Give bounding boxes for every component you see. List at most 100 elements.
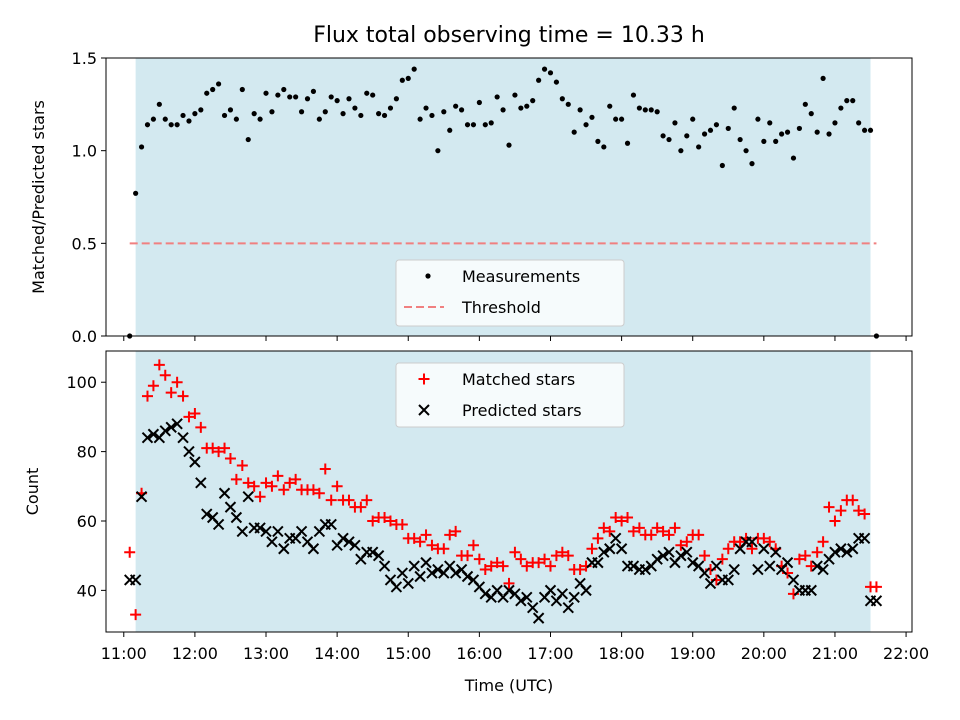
matched-star-marker [604, 525, 616, 537]
predicted-star-marker [544, 584, 557, 597]
predicted-star-marker [604, 543, 616, 555]
measurement-point [619, 116, 625, 122]
bottom-x-tick-label: 21:00 [812, 644, 858, 663]
matched-star-marker [242, 477, 254, 489]
matched-star-marker [165, 387, 177, 399]
matched-star-marker [598, 522, 610, 534]
predicted-star-marker [272, 525, 284, 538]
chart-title: Flux total observing time = 10.33 h [313, 23, 705, 48]
measurement-point [458, 107, 465, 113]
predicted-star-marker [639, 563, 652, 576]
matched-star-marker [503, 577, 515, 589]
measurement-point [482, 122, 488, 128]
measurement-point [174, 122, 180, 128]
predicted-star-marker [147, 428, 160, 440]
predicted-star-marker [183, 445, 195, 458]
measurement-point [607, 103, 613, 109]
matched-star-marker [414, 536, 426, 548]
matched-star-marker [284, 477, 296, 489]
predicted-star-marker [675, 549, 687, 562]
predicted-star-marker [858, 532, 871, 545]
bottom-x-tick-label: 20:00 [741, 644, 787, 663]
measurement-point [133, 190, 139, 196]
predicted-star-marker [390, 581, 403, 593]
legend-matched-marker [418, 373, 430, 385]
measurement-point [832, 120, 838, 126]
top-y-tick-label: 0.0 [72, 327, 97, 346]
matched-star-marker [189, 407, 201, 419]
predicted-star-marker [378, 560, 391, 572]
measurement-point [310, 88, 317, 94]
predicted-star-marker [449, 567, 462, 579]
measurement-point [648, 107, 654, 113]
measurement-point [245, 136, 251, 143]
predicted-star-marker [532, 612, 545, 624]
measurement-point [541, 66, 548, 72]
matched-star-marker [497, 560, 509, 572]
predicted-star-marker [710, 560, 723, 572]
matched-star-marker [462, 550, 474, 562]
predicted-star-marker [141, 432, 154, 444]
measurement-point [767, 120, 773, 126]
predicted-star-marker [189, 456, 201, 468]
measurement-point [198, 107, 204, 113]
matched-star-marker [793, 553, 805, 565]
measurement-point [441, 109, 447, 115]
measurement-point [293, 94, 299, 100]
predicted-star-marker [461, 570, 474, 583]
measurement-point [701, 131, 708, 137]
measurement-point [779, 131, 785, 137]
matched-star-marker [533, 557, 545, 569]
predicted-star-marker [568, 591, 580, 604]
measurement-point [180, 112, 186, 119]
measurement-point [713, 122, 720, 128]
bottom-y-tick-label: 60 [77, 512, 97, 531]
predicted-star-marker [224, 501, 237, 513]
predicted-star-marker [307, 543, 320, 555]
predicted-star-marker [681, 546, 693, 558]
predicted-star-marker [278, 543, 290, 555]
matched-star-marker [610, 512, 622, 524]
measurement-point [743, 148, 749, 154]
measurement-point [381, 112, 388, 119]
predicted-star-marker [236, 525, 249, 538]
matched-star-marker [811, 546, 823, 558]
measurement-point [559, 96, 565, 102]
measurement-point [364, 90, 370, 96]
measurement-point [826, 131, 832, 137]
predicted-star-marker [165, 421, 177, 434]
matched-star-marker [799, 550, 811, 562]
matched-star-marker [355, 501, 367, 513]
matched-star-marker [562, 550, 574, 562]
predicted-star-marker [177, 432, 189, 444]
measurement-point [654, 109, 660, 115]
measurement-point [536, 77, 542, 83]
bottom-axes-frame [105, 350, 913, 633]
matched-star-marker [183, 411, 195, 423]
predicted-star-marker [230, 511, 243, 524]
measurement-point [530, 98, 536, 104]
measurement-point [666, 136, 672, 143]
matched-star-marker [147, 380, 159, 392]
measurement-point [322, 109, 328, 115]
top-legend: Measurements Threshold [395, 259, 625, 327]
predicted-star-marker [841, 546, 853, 558]
bottom-panel: 40 60 80 100 11:00 12:00 13:00 14:00 15:00 16:00… [23, 350, 929, 695]
predicted-star-marker [651, 553, 663, 565]
matched-star-marker [544, 560, 556, 572]
measurement-point [861, 127, 868, 133]
top-y-tick-label: 1.5 [72, 49, 97, 68]
matched-star-marker [574, 564, 586, 576]
measurement-point [518, 105, 524, 111]
measurement-point [204, 90, 210, 96]
predicted-star-marker [159, 425, 171, 437]
matched-star-marker [758, 532, 770, 544]
predicted-star-marker [337, 532, 349, 545]
predicted-star-marker [758, 543, 770, 555]
bottom-x-tick-label: 11:00 [101, 644, 147, 663]
predicted-star-marker [609, 532, 622, 545]
matched-star-marker [331, 480, 343, 492]
predicted-star-marker [521, 591, 533, 604]
measurement-point [571, 129, 577, 135]
measurement-point [144, 122, 151, 128]
